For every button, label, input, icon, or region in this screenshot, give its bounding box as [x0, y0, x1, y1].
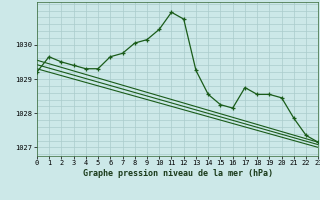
X-axis label: Graphe pression niveau de la mer (hPa): Graphe pression niveau de la mer (hPa)	[83, 169, 273, 178]
